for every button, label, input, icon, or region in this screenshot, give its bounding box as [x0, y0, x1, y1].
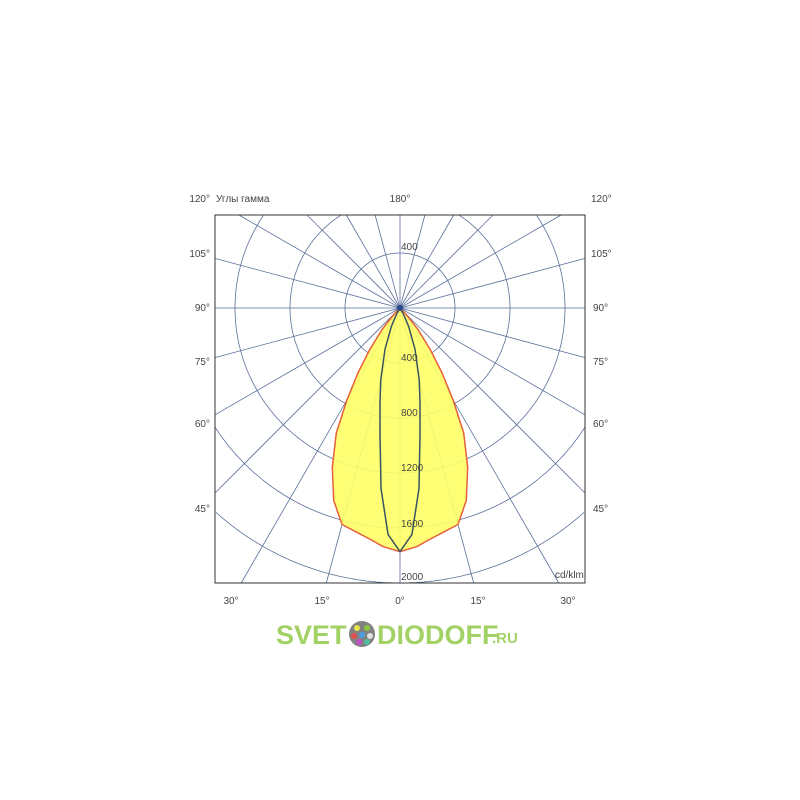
grid-spoke: [214, 307, 401, 358]
angle-label: 45°: [593, 504, 608, 515]
radial-label-800: 800: [401, 408, 418, 419]
svg-text:DIODOFF: DIODOFF: [377, 620, 499, 650]
angle-label-bottom-left-15: 15°: [314, 596, 329, 607]
grid-spoke: [214, 307, 401, 416]
angle-labels-left: 120° 105° 90° 75° 60° 45° 30°: [189, 194, 238, 607]
grid-ring: [215, 512, 585, 584]
unit-label: cd/klm: [555, 570, 584, 581]
intensity-curve-1: [331, 307, 469, 553]
radial-label-2000: 2000: [401, 572, 424, 583]
grid-spoke: [399, 307, 586, 494]
plot-frame: [214, 214, 586, 584]
angle-label: 105°: [189, 249, 210, 260]
angle-label: 90°: [195, 303, 210, 314]
grid-spoke: [399, 307, 586, 416]
angle-label: 120°: [591, 194, 612, 205]
svg-text:SVET: SVET: [276, 620, 347, 650]
grid-spoke: [399, 307, 586, 358]
angle-label: 60°: [195, 419, 210, 430]
angle-labels-right: 120° 105° 90° 75° 60° 45° 30°: [560, 194, 611, 607]
grid-spoke: [214, 258, 401, 309]
grid-spoke: [374, 214, 401, 309]
grid-spoke: [399, 214, 455, 309]
angle-label-bottom-right-15: 15°: [470, 596, 485, 607]
angle-label: 45°: [195, 504, 210, 515]
center-point: [397, 305, 403, 311]
grid-spoke: [399, 258, 586, 309]
grid-spoke: [345, 214, 401, 309]
grid-spoke: [214, 307, 401, 494]
radial-label-1200: 1200: [401, 463, 424, 474]
grid-spoke: [399, 214, 562, 309]
angle-label-top: 180°: [390, 194, 411, 205]
angle-label: 75°: [593, 357, 608, 368]
angle-label: 90°: [593, 303, 608, 314]
radial-label-1600: 1600: [401, 519, 424, 530]
angle-label: 30°: [223, 596, 238, 607]
angle-label: 75°: [195, 357, 210, 368]
watermark-logo: SVET DIODOFF .RU: [276, 620, 518, 650]
grid-spoke: [399, 214, 494, 309]
angle-label: 60°: [593, 419, 608, 430]
grid-spoke: [399, 214, 426, 309]
angle-label-bottom-0: 0°: [395, 596, 405, 607]
angle-label: 120°: [189, 194, 210, 205]
radial-label-top-400: 400: [401, 242, 418, 253]
svg-text:.RU: .RU: [492, 630, 518, 647]
radial-label-400: 400: [401, 353, 418, 364]
angle-label: 30°: [560, 596, 575, 607]
legend-text: Углы гамма: [216, 194, 270, 205]
grid-spoke: [238, 214, 401, 309]
intensity-curve-2: [379, 307, 421, 553]
grid-spoke: [306, 214, 401, 309]
angle-label: 105°: [591, 249, 612, 260]
